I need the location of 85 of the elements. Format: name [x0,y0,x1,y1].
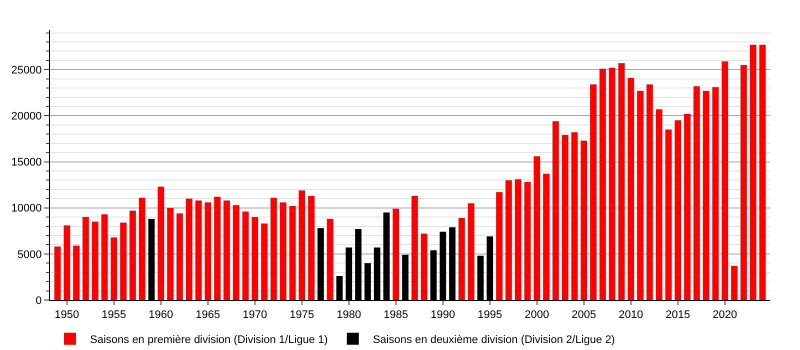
bar [674,120,682,300]
x-tick-label: 2005 [572,309,596,322]
bar [590,84,596,300]
x-tick-label: 2010 [618,309,644,322]
bar [101,214,108,300]
bar [496,192,502,300]
bar [64,225,70,300]
bar [750,44,756,300]
bar [195,200,202,300]
bar [618,63,625,300]
bar [158,186,164,300]
bar [92,222,98,300]
y-tick-label: 5000 [17,248,42,261]
bar [392,208,400,300]
y-tick-label: 10000 [11,202,42,215]
bar [543,174,550,300]
x-tick-label: 1980 [336,309,362,322]
bar [534,156,540,300]
y-tick-label: 20000 [11,110,42,123]
bar [599,68,606,300]
bar [722,61,728,300]
bar [524,182,531,300]
bar [214,196,221,300]
x-tick-label: 1990 [430,309,456,322]
x-tick-label: 2000 [524,309,550,322]
bar [759,44,766,300]
bar [138,198,146,300]
bar [665,130,672,300]
legend-label: Saisons en première division (Division 1/Ligue 1) [90,334,328,346]
bar [740,65,747,300]
bar [562,135,568,300]
bar [731,266,738,300]
bar [608,68,616,300]
bar [693,86,700,300]
bar [289,206,296,300]
x-tick-label: 1950 [54,309,80,322]
bar [326,218,334,300]
x-tick-label: 1975 [290,309,314,322]
bar [110,237,118,300]
x-tick-label: 1955 [102,309,126,322]
bar [298,190,306,300]
x-tick-label: 2015 [666,309,690,322]
bar [130,210,136,300]
bar [628,78,634,300]
x-tick-label: 1985 [384,309,408,322]
bar [242,212,249,300]
bar [702,90,710,300]
bar [637,90,644,300]
bar [167,208,174,300]
x-tick-label: 1995 [478,309,502,322]
bar [571,132,578,300]
bar [224,200,230,300]
bar [186,198,192,300]
bar [712,87,719,300]
bar [684,114,690,300]
x-tick-label: 1960 [148,309,174,322]
bar [514,179,522,300]
bar [82,217,89,300]
bar [580,140,588,300]
legend-label: Saisons en deuxième division (Division 2/Ligue 2) [372,334,615,346]
bar [176,213,183,300]
bar [252,217,258,300]
x-tick-label: 1965 [196,309,220,322]
bar [552,121,559,300]
bar [280,202,286,300]
bar [270,198,277,300]
bar [458,218,465,300]
bar [308,196,314,300]
bar [412,196,418,300]
y-tick-label: 0 [36,294,42,307]
bar [468,203,474,300]
y-tick-label: 25000 [11,64,42,76]
bar [506,180,512,300]
bar [54,246,61,300]
bar [204,202,212,300]
bar [656,109,662,300]
bar [261,224,268,300]
x-tick-label: 1970 [242,309,268,322]
x-tick-label: 2020 [712,309,738,322]
bar [646,84,653,300]
y-tick-label: 15000 [11,156,42,169]
bar [73,246,80,300]
bar [232,205,240,300]
bar [420,234,428,300]
bar [120,222,127,300]
